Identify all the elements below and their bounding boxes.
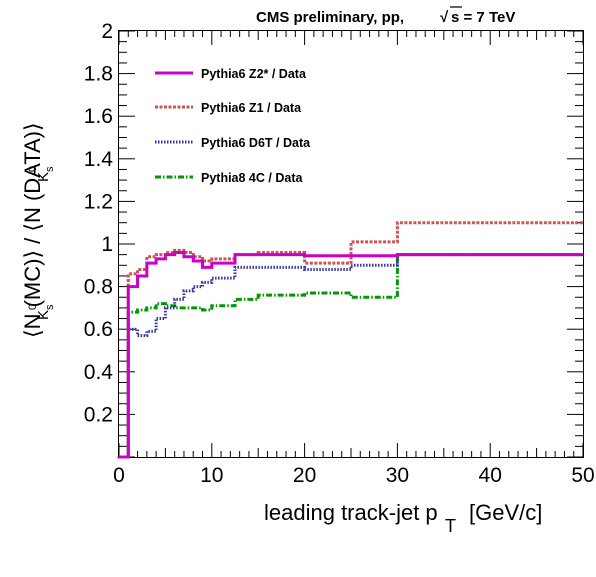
y-axis-sub1: K bbox=[35, 310, 52, 320]
y-tick-label: 0.8 bbox=[84, 276, 113, 299]
y-axis-ticks: 0.2 0.4 0.6 0.8 1 1.2 1.4 1.6 1.8 2 bbox=[84, 20, 583, 458]
plot-frame bbox=[118, 30, 584, 458]
y-tick-label: 0.4 bbox=[84, 361, 114, 384]
x-axis-ticks: 0 10 20 30 40 50 bbox=[113, 31, 595, 487]
y-axis-sub2: K bbox=[35, 172, 52, 182]
x-tick-label: 30 bbox=[386, 464, 409, 487]
legend-label: Pythia6 Z2* / Data bbox=[201, 67, 307, 81]
x-axis-title-subscript: T bbox=[445, 516, 456, 536]
x-tick-label: 20 bbox=[293, 464, 316, 487]
header-sqrt: √ bbox=[440, 9, 449, 26]
y-tick-label: 2 bbox=[101, 20, 113, 43]
y-axis-sup1: 0 bbox=[27, 304, 39, 310]
x-tick-label: 40 bbox=[479, 464, 502, 487]
y-axis-sub1b: s bbox=[44, 304, 56, 310]
y-tick-label: 1.8 bbox=[84, 63, 113, 86]
y-axis-sub2b: s bbox=[44, 166, 56, 172]
header-energy: s = 7 TeV bbox=[451, 9, 515, 26]
x-tick-label: 50 bbox=[571, 464, 594, 487]
series-line-2 bbox=[117, 253, 583, 459]
y-axis-title-text: ⟨N (MC)⟩ / ⟨N (DATA)⟩ bbox=[20, 122, 45, 338]
legend-label: Pythia8 4C / Data bbox=[201, 171, 303, 185]
chart-header: CMS preliminary, pp, √ s = 7 TeV bbox=[256, 6, 515, 26]
header-prefix: CMS preliminary, pp, bbox=[256, 9, 404, 26]
legend-label: Pythia6 Z1 / Data bbox=[201, 101, 302, 115]
y-axis-title: ⟨N (MC)⟩ / ⟨N (DATA)⟩ K 0 s K 0 s bbox=[20, 122, 56, 338]
series-line-1 bbox=[117, 221, 583, 459]
legend-label: Pythia6 D6T / Data bbox=[201, 136, 311, 150]
x-tick-label: 0 bbox=[113, 464, 125, 487]
x-axis-title-main: leading track-jet p bbox=[264, 500, 438, 525]
y-axis-sup2: 0 bbox=[27, 166, 39, 172]
y-tick-label: 1.2 bbox=[84, 190, 113, 213]
series-line-3 bbox=[117, 253, 583, 459]
y-tick-label: 0.6 bbox=[84, 318, 113, 341]
y-tick-label: 0.2 bbox=[84, 403, 113, 426]
legend: Pythia6 Z2* / Data Pythia6 Z1 / Data Pythi… bbox=[155, 67, 311, 185]
x-axis-title-unit: [GeV/c] bbox=[469, 500, 542, 525]
x-axis-title: leading track-jet p T [GeV/c] bbox=[264, 500, 542, 536]
series-line-0 bbox=[117, 251, 583, 459]
x-tick-label: 10 bbox=[200, 464, 223, 487]
y-tick-label: 1.6 bbox=[84, 105, 113, 128]
y-tick-label: 1.4 bbox=[84, 148, 114, 171]
y-tick-label: 1 bbox=[101, 233, 113, 256]
series-layer bbox=[117, 221, 583, 459]
